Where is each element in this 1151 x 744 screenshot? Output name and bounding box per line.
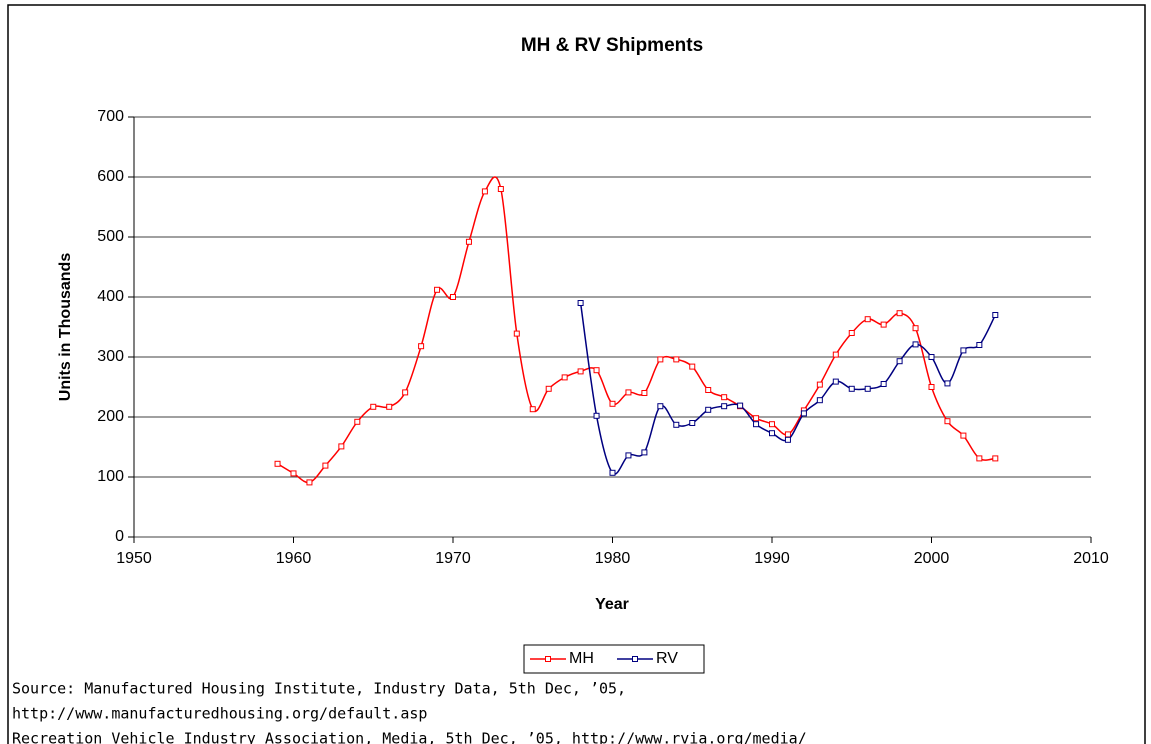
point-marker [641,449,648,456]
point-marker [928,384,935,390]
point-marker [992,455,999,462]
point-marker [657,403,664,410]
point-marker [705,387,712,393]
point-marker [497,186,504,192]
point-marker [577,300,584,306]
point-marker [976,455,983,462]
point-marker [274,460,281,467]
x-tick-label: 2010 [1073,550,1109,567]
point-marker [753,415,760,422]
y-tick-label: 300 [97,348,124,365]
point-marker [689,420,696,426]
point-marker [928,354,935,360]
point-marker [290,470,297,477]
point-marker [609,400,616,407]
point-marker [434,286,441,293]
point-marker [880,381,887,387]
point-marker [896,358,903,365]
point-marker [593,412,600,419]
legend-marker [632,656,638,662]
point-marker [418,343,425,350]
point-marker [848,385,855,392]
point-marker [784,431,791,438]
point-marker [896,310,903,317]
chart-frame [7,4,1146,744]
point-marker [513,330,520,337]
point-marker [577,368,584,375]
x-tick-label: 1980 [595,550,631,567]
point-marker [944,418,951,425]
point-marker [609,469,616,476]
y-axis-label: Units in Thousands [57,253,74,402]
point-marker [832,351,839,358]
point-marker [816,397,823,404]
point-marker [960,347,967,354]
point-marker [625,389,632,396]
point-marker [689,363,696,370]
point-marker [753,421,760,428]
point-marker [322,462,329,469]
point-marker [832,378,839,385]
point-marker [960,432,967,439]
legend-label: MH [569,650,594,667]
source-note: http://www.manufacturedhousing.org/defau… [12,705,427,723]
x-tick-label: 1990 [754,550,790,567]
point-marker [880,321,887,328]
x-tick-label: 1970 [435,550,471,567]
point-marker [354,418,361,425]
point-marker [769,430,775,437]
point-marker [800,410,807,417]
point-marker [481,188,488,195]
source-note: Source: Manufactured Housing Institute, … [12,680,626,698]
y-tick-label: 600 [97,168,124,185]
point-marker [338,443,345,450]
point-marker [992,312,999,318]
point-marker [593,367,600,374]
point-marker [944,380,951,387]
point-marker [769,421,775,428]
point-marker [816,381,823,388]
x-tick-label: 1960 [276,550,312,567]
y-tick-label: 400 [97,288,124,305]
y-tick-label: 700 [97,108,124,125]
point-marker [673,356,680,363]
point-marker [864,385,871,392]
point-marker [864,316,871,323]
point-marker [737,402,744,409]
point-marker [721,403,728,410]
legend-label: RV [656,650,678,667]
x-axis-label: Year [595,596,629,613]
point-marker [912,325,919,332]
point-marker [306,479,313,486]
point-marker [370,403,377,410]
y-tick-label: 0 [115,528,124,545]
point-marker [976,342,983,348]
point-marker [450,294,456,300]
point-marker [465,238,472,245]
point-marker [529,406,536,413]
point-marker [673,421,680,428]
point-marker [784,436,791,443]
y-tick-label: 100 [97,468,124,485]
point-marker [848,330,855,336]
legend-marker [545,656,551,662]
point-marker [657,356,664,363]
point-marker [721,394,728,401]
x-tick-label: 2000 [914,550,950,567]
point-marker [705,406,712,413]
point-marker [402,389,409,396]
x-tick-label: 1950 [116,550,152,567]
y-tick-label: 200 [97,408,124,425]
chart-title: MH & RV Shipments [521,35,703,56]
point-marker [641,390,648,396]
source-note: Recreation Vehicle Industry Association,… [12,730,807,744]
point-marker [625,452,632,459]
point-marker [561,374,568,381]
point-marker [386,403,393,410]
point-marker [545,385,552,392]
y-tick-label: 500 [97,228,124,245]
point-marker [912,341,919,348]
